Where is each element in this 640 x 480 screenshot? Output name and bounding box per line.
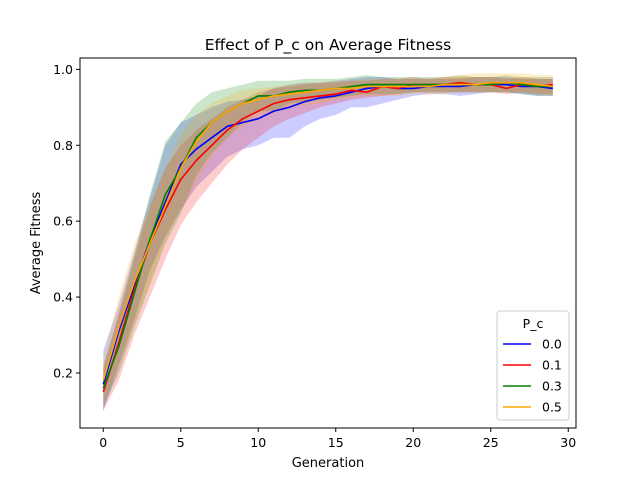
series-lines [102, 81, 553, 393]
y-tick-label: 0.4 [53, 290, 73, 305]
legend-label-0-5: 0.5 [542, 400, 562, 415]
band-series-0-1 [103, 77, 553, 411]
y-tick-label: 0.6 [53, 214, 73, 229]
legend-label-0-1: 0.1 [542, 358, 562, 373]
confidence-bands [103, 73, 553, 411]
legend-label-0-0: 0.0 [542, 337, 562, 352]
legend-title: P_c [523, 316, 544, 331]
x-tick-label: 25 [483, 435, 499, 450]
x-tick-label: 15 [328, 435, 344, 450]
y-axis-label: Average Fitness [29, 192, 44, 295]
x-tick-label: 20 [405, 435, 421, 450]
y-tick-label: 0.8 [53, 138, 73, 153]
plot-area-frame [79, 57, 577, 429]
x-tick-label: 10 [250, 435, 266, 450]
y-tick-label: 1.0 [53, 62, 73, 77]
line-series-0-5 [102, 81, 553, 381]
chart-title: Effect of P_c on Average Fitness [205, 36, 451, 55]
legend-items: 0.0 0.1 0.3 0.5 [503, 337, 562, 415]
y-tick-label: 0.2 [53, 365, 73, 380]
x-tick-label: 0 [99, 435, 107, 450]
x-tick-label: 5 [177, 435, 185, 450]
x-tick-label: 30 [560, 435, 576, 450]
y-axis-ticks: 0.2 0.4 0.6 0.8 1.0 [53, 62, 80, 380]
x-axis-label: Generation [292, 456, 365, 471]
band-series-0-0 [103, 77, 553, 411]
legend-label-0-3: 0.3 [542, 379, 562, 394]
x-axis-ticks: 0 5 10 15 20 25 30 [99, 428, 576, 450]
legend: P_c 0.0 0.1 0.3 0.5 [496, 310, 570, 421]
legend-box [496, 310, 570, 421]
